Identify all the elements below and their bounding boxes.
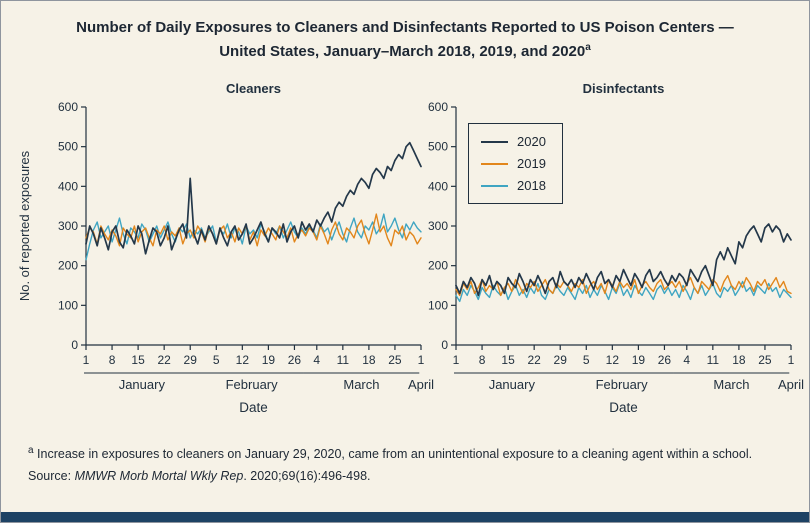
legend-label-2020: 2020	[517, 134, 546, 149]
bottom-accent-bar	[1, 512, 809, 522]
x-tick-label: 26	[658, 353, 672, 367]
series-2020-cleaners	[85, 141, 422, 255]
x-tick-label: 29	[554, 353, 568, 367]
x-tick-label: 15	[501, 353, 515, 367]
legend-swatch-2018	[481, 184, 508, 187]
series-2020-disinfectants	[455, 223, 792, 297]
x-tick-label: 18	[362, 353, 376, 367]
x-tick-label: 22	[157, 353, 171, 367]
x-tick-label: 1	[788, 353, 795, 367]
x-tick-label: 25	[758, 353, 772, 367]
x-tick-label: 1	[83, 353, 90, 367]
month-label: January	[119, 377, 166, 392]
x-tick-label: 15	[131, 353, 145, 367]
month-label: February	[596, 377, 649, 392]
panel-title-disinfectants: Disinfectants	[583, 81, 665, 96]
y-tick-label: 0	[71, 338, 78, 352]
x-tick-label: 22	[527, 353, 541, 367]
x-tick-label: 25	[388, 353, 402, 367]
figure-title-text: Number of Daily Exposures to Cleaners an…	[76, 19, 734, 60]
series-2019-disinfectants	[455, 274, 792, 297]
source-prefix: Source:	[28, 468, 75, 483]
title-superscript: a	[585, 41, 591, 53]
legend-swatch-2020	[481, 140, 508, 143]
x-tick-label: 19	[262, 353, 276, 367]
x-tick-label: 26	[288, 353, 302, 367]
month-label: February	[226, 377, 279, 392]
legend-item-2020: 2020	[481, 134, 546, 149]
y-tick-label: 500	[428, 140, 448, 154]
x-tick-label: 1	[418, 353, 425, 367]
x-axis-title: Date	[239, 400, 268, 415]
footnote: a Increase in exposures to cleaners on J…	[28, 444, 790, 464]
figure-title: Number of Daily Exposures to Cleaners an…	[75, 17, 735, 63]
x-tick-label: 29	[184, 353, 198, 367]
y-tick-label: 400	[428, 179, 448, 193]
source-citation: Source: MMWR Morb Mortal Wkly Rep. 2020;…	[28, 468, 790, 486]
y-axis-title: No. of reported exposures	[17, 150, 32, 301]
source-suffix: . 2020;69(16):496-498.	[243, 468, 371, 483]
legend-label-2018: 2018	[517, 178, 546, 193]
month-label: April	[408, 377, 434, 392]
x-tick-label: 12	[236, 353, 250, 367]
legend-item-2019: 2019	[481, 156, 546, 171]
series-2018-cleaners	[85, 213, 422, 261]
legend-swatch-2019	[481, 162, 508, 165]
month-label: March	[343, 377, 379, 392]
y-tick-label: 600	[58, 100, 78, 114]
x-tick-label: 11	[337, 353, 350, 367]
y-tick-label: 500	[58, 140, 78, 154]
footnote-text: Increase in exposures to cleaners on Jan…	[37, 447, 753, 462]
x-tick-label: 18	[732, 353, 746, 367]
source-journal: MMWR Morb Mortal Wkly Rep	[74, 468, 244, 483]
x-tick-label: 1	[453, 353, 460, 367]
y-tick-label: 300	[58, 219, 78, 233]
x-tick-label: 4	[313, 353, 320, 367]
y-tick-label: 100	[58, 298, 78, 312]
y-tick-label: 200	[428, 259, 448, 273]
x-tick-label: 19	[632, 353, 646, 367]
x-tick-label: 4	[683, 353, 690, 367]
x-axis-title: Date	[609, 400, 638, 415]
footnote-superscript: a	[28, 445, 34, 456]
x-tick-label: 8	[109, 353, 116, 367]
month-label: January	[489, 377, 536, 392]
y-tick-label: 300	[428, 219, 448, 233]
y-tick-label: 100	[428, 298, 448, 312]
y-tick-label: 400	[58, 179, 78, 193]
x-tick-label: 5	[213, 353, 220, 367]
y-tick-label: 600	[428, 100, 448, 114]
x-tick-label: 5	[583, 353, 590, 367]
figure-notes: a Increase in exposures to cleaners on J…	[28, 444, 790, 485]
x-tick-label: 11	[707, 353, 720, 367]
month-label: April	[778, 377, 804, 392]
chart-legend: 2020 2019 2018	[468, 123, 563, 204]
x-tick-label: 12	[606, 353, 620, 367]
legend-item-2018: 2018	[481, 178, 546, 193]
y-tick-label: 0	[441, 338, 448, 352]
x-tick-label: 8	[479, 353, 486, 367]
panel-title-cleaners: Cleaners	[226, 81, 281, 96]
legend-label-2019: 2019	[517, 156, 546, 171]
month-label: March	[713, 377, 749, 392]
y-tick-label: 200	[58, 259, 78, 273]
